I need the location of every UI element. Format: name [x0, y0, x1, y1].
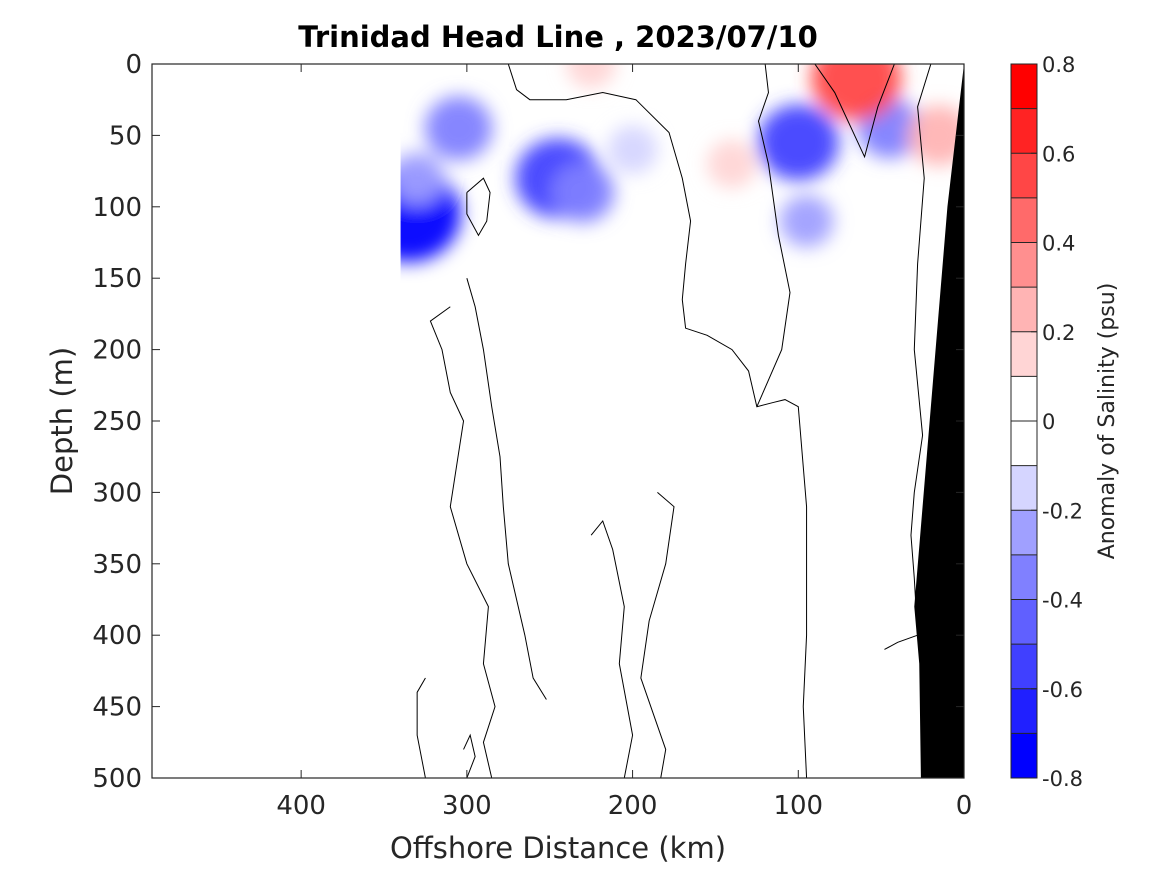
y-tick-label: 50	[109, 121, 142, 151]
y-tick-label: 300	[92, 478, 142, 508]
zero-contour-5	[640, 492, 675, 778]
anomaly-blob-6	[757, 104, 839, 181]
colorbar-tick-label: 0	[1042, 410, 1055, 434]
axis-ticks: 400 300 200 100 0 0 50 100 150 200 250 300 350 400 450…	[92, 50, 972, 821]
anomaly-blob-12	[566, 64, 616, 88]
x-tick-label: 400	[276, 791, 326, 821]
plot-area	[400, 64, 964, 778]
colorbar-tick-label: -0.6	[1042, 678, 1083, 702]
colorbar-tick-label: -0.2	[1042, 499, 1083, 523]
colorbar-segment	[1011, 108, 1037, 154]
colorbar-segment	[1011, 153, 1037, 198]
chart-title: Trinidad Head Line , 2023/07/10	[298, 20, 818, 54]
seafloor-topography	[914, 64, 964, 778]
colorbar-segment	[1011, 64, 1037, 109]
colorbar: -0.8 -0.6 -0.4 -0.2 0 0.2 0.4 0.6 0.8	[1010, 53, 1083, 791]
zero-contour-1	[756, 64, 791, 407]
colorbar-label: Anomaly of Salinity (psu)	[1095, 283, 1120, 560]
anomaly-blob-4	[551, 162, 615, 223]
zero-contour-9	[463, 733, 476, 778]
anomaly-field	[400, 64, 964, 262]
colorbar-segment	[1011, 287, 1037, 332]
anomaly-blob-10	[811, 64, 902, 121]
zero-contour-lines	[416, 64, 932, 778]
x-tick-label: 200	[608, 791, 658, 821]
colorbar-segment	[1011, 510, 1037, 555]
zero-contour-8	[429, 306, 496, 778]
colorbar-segment	[1011, 599, 1037, 645]
colorbar-tick-label: 0.2	[1042, 321, 1075, 345]
x-tick-label: 100	[773, 791, 823, 821]
x-axis-label: Offshore Distance (km)	[390, 831, 726, 865]
y-tick-label: 100	[92, 193, 142, 223]
anomaly-blob-5	[607, 125, 658, 174]
colorbar-segment	[1011, 554, 1037, 600]
colorbar-tick-label: 0.8	[1042, 53, 1075, 77]
colorbar-segment	[1011, 376, 1037, 421]
y-tick-label: 0	[125, 50, 142, 80]
colorbar-tick-label: -0.8	[1042, 767, 1083, 791]
y-axis-label: Depth (m)	[45, 347, 79, 495]
x-tick-label: 300	[442, 791, 492, 821]
colorbar-segment	[1011, 242, 1037, 288]
zero-contour-2	[814, 64, 895, 159]
zero-contour-0	[507, 64, 808, 778]
colorbar-segment	[1011, 644, 1037, 689]
colorbar-tick-label: 0.6	[1042, 142, 1075, 166]
y-tick-label: 350	[92, 550, 142, 580]
anomaly-blob-2	[424, 96, 493, 161]
colorbar-segment	[1011, 688, 1037, 734]
anomaly-blob-7	[779, 195, 834, 248]
y-tick-label: 400	[92, 621, 142, 651]
zero-contour-4	[466, 177, 491, 237]
x-tick-label: 0	[956, 791, 973, 821]
colorbar-segment	[1011, 733, 1037, 778]
y-tick-label: 150	[92, 264, 142, 294]
colorbar-segment	[1011, 197, 1037, 243]
y-tick-label: 500	[92, 764, 142, 794]
anomaly-blob-9	[707, 139, 757, 188]
y-tick-label: 450	[92, 693, 142, 723]
colorbar-tick-label: 0.4	[1042, 232, 1075, 256]
y-tick-label: 200	[92, 336, 142, 366]
zero-contour-3	[884, 64, 932, 650]
colorbar-segment	[1011, 421, 1037, 466]
colorbar-segment	[1011, 465, 1037, 511]
zero-contour-10	[416, 677, 426, 778]
zero-contour-6	[590, 519, 634, 778]
zero-contour-7	[466, 278, 547, 700]
plot-frame	[151, 63, 965, 779]
anomaly-blob-1	[400, 152, 445, 205]
colorbar-segment	[1011, 331, 1037, 377]
y-tick-label: 250	[92, 407, 142, 437]
colorbar-tick-label: -0.4	[1042, 589, 1083, 613]
